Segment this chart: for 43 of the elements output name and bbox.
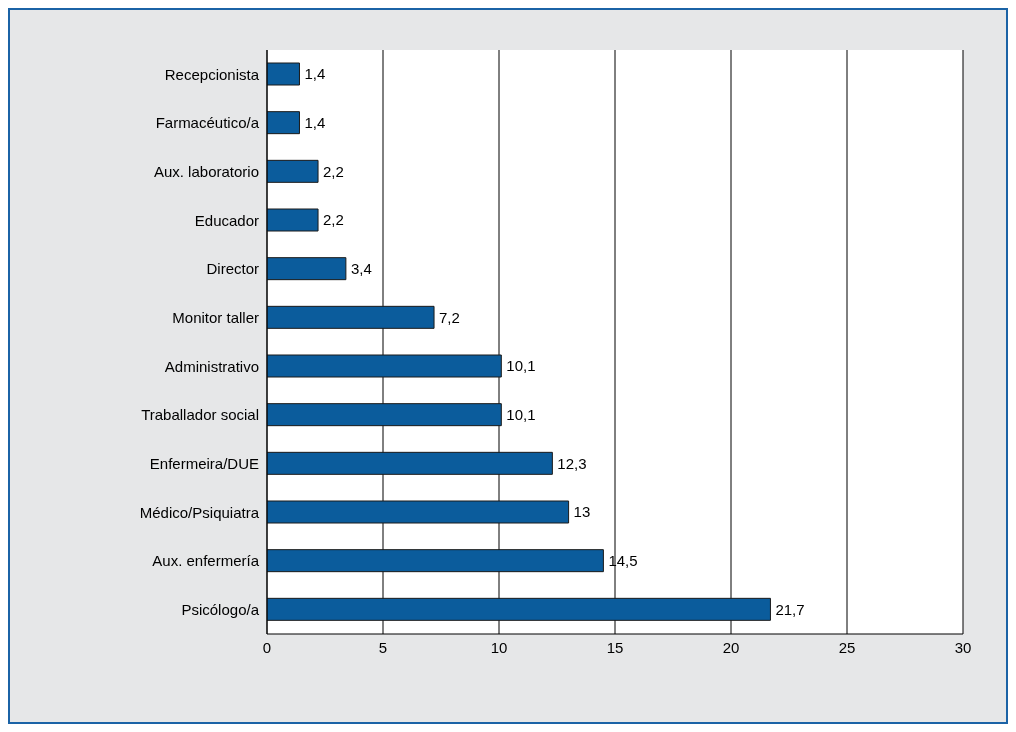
bar <box>267 354 502 378</box>
data-label: 13 <box>573 503 591 521</box>
data-label: 14,5 <box>608 551 638 569</box>
bar <box>267 597 771 621</box>
data-label: 2,2 <box>323 211 344 229</box>
y-tick-label: Recepcionista <box>164 65 260 83</box>
y-tick-label: Educador <box>194 211 259 229</box>
data-label: 1,4 <box>304 65 326 83</box>
data-label: 3,4 <box>350 259 372 277</box>
data-label: 10,1 <box>506 357 536 375</box>
x-tick-label: 20 <box>722 638 740 656</box>
x-tick-label: 25 <box>838 638 856 656</box>
y-tick-label: Farmacéutico/a <box>155 114 260 132</box>
y-tick-label: Traballador social <box>141 406 259 424</box>
bar <box>267 257 347 281</box>
y-tick-label: Aux. laboratorio <box>153 162 259 180</box>
x-tick-label: 30 <box>954 638 972 656</box>
data-label: 7,2 <box>439 308 460 326</box>
bar <box>267 305 435 329</box>
y-tick-label: Médico/Psiquiatra <box>139 503 260 521</box>
data-label: 12,3 <box>557 454 587 472</box>
y-tick-label: Psicólogo/a <box>181 600 260 618</box>
bar <box>267 403 502 427</box>
y-tick-label: Enfermeira/DUE <box>149 454 259 472</box>
data-label: 21,7 <box>775 600 805 618</box>
x-tick-label: 10 <box>490 638 508 656</box>
bar <box>267 549 604 573</box>
bar <box>267 451 553 475</box>
data-label: 1,4 <box>304 113 326 131</box>
bar <box>267 500 570 524</box>
data-label: 2,2 <box>323 162 344 180</box>
bar <box>267 111 300 135</box>
bar <box>267 208 319 232</box>
x-tick-label: 5 <box>378 638 388 656</box>
y-tick-label: Aux. enfermería <box>152 552 260 570</box>
bar <box>267 159 319 183</box>
x-tick-label: 0 <box>262 638 272 656</box>
y-tick-label: Administrativo <box>164 357 259 375</box>
y-tick-label: Monitor taller <box>172 308 259 326</box>
x-tick-label: 15 <box>606 638 624 656</box>
y-tick-label: Director <box>206 260 259 278</box>
bar <box>267 62 300 86</box>
data-label: 10,1 <box>506 405 536 423</box>
